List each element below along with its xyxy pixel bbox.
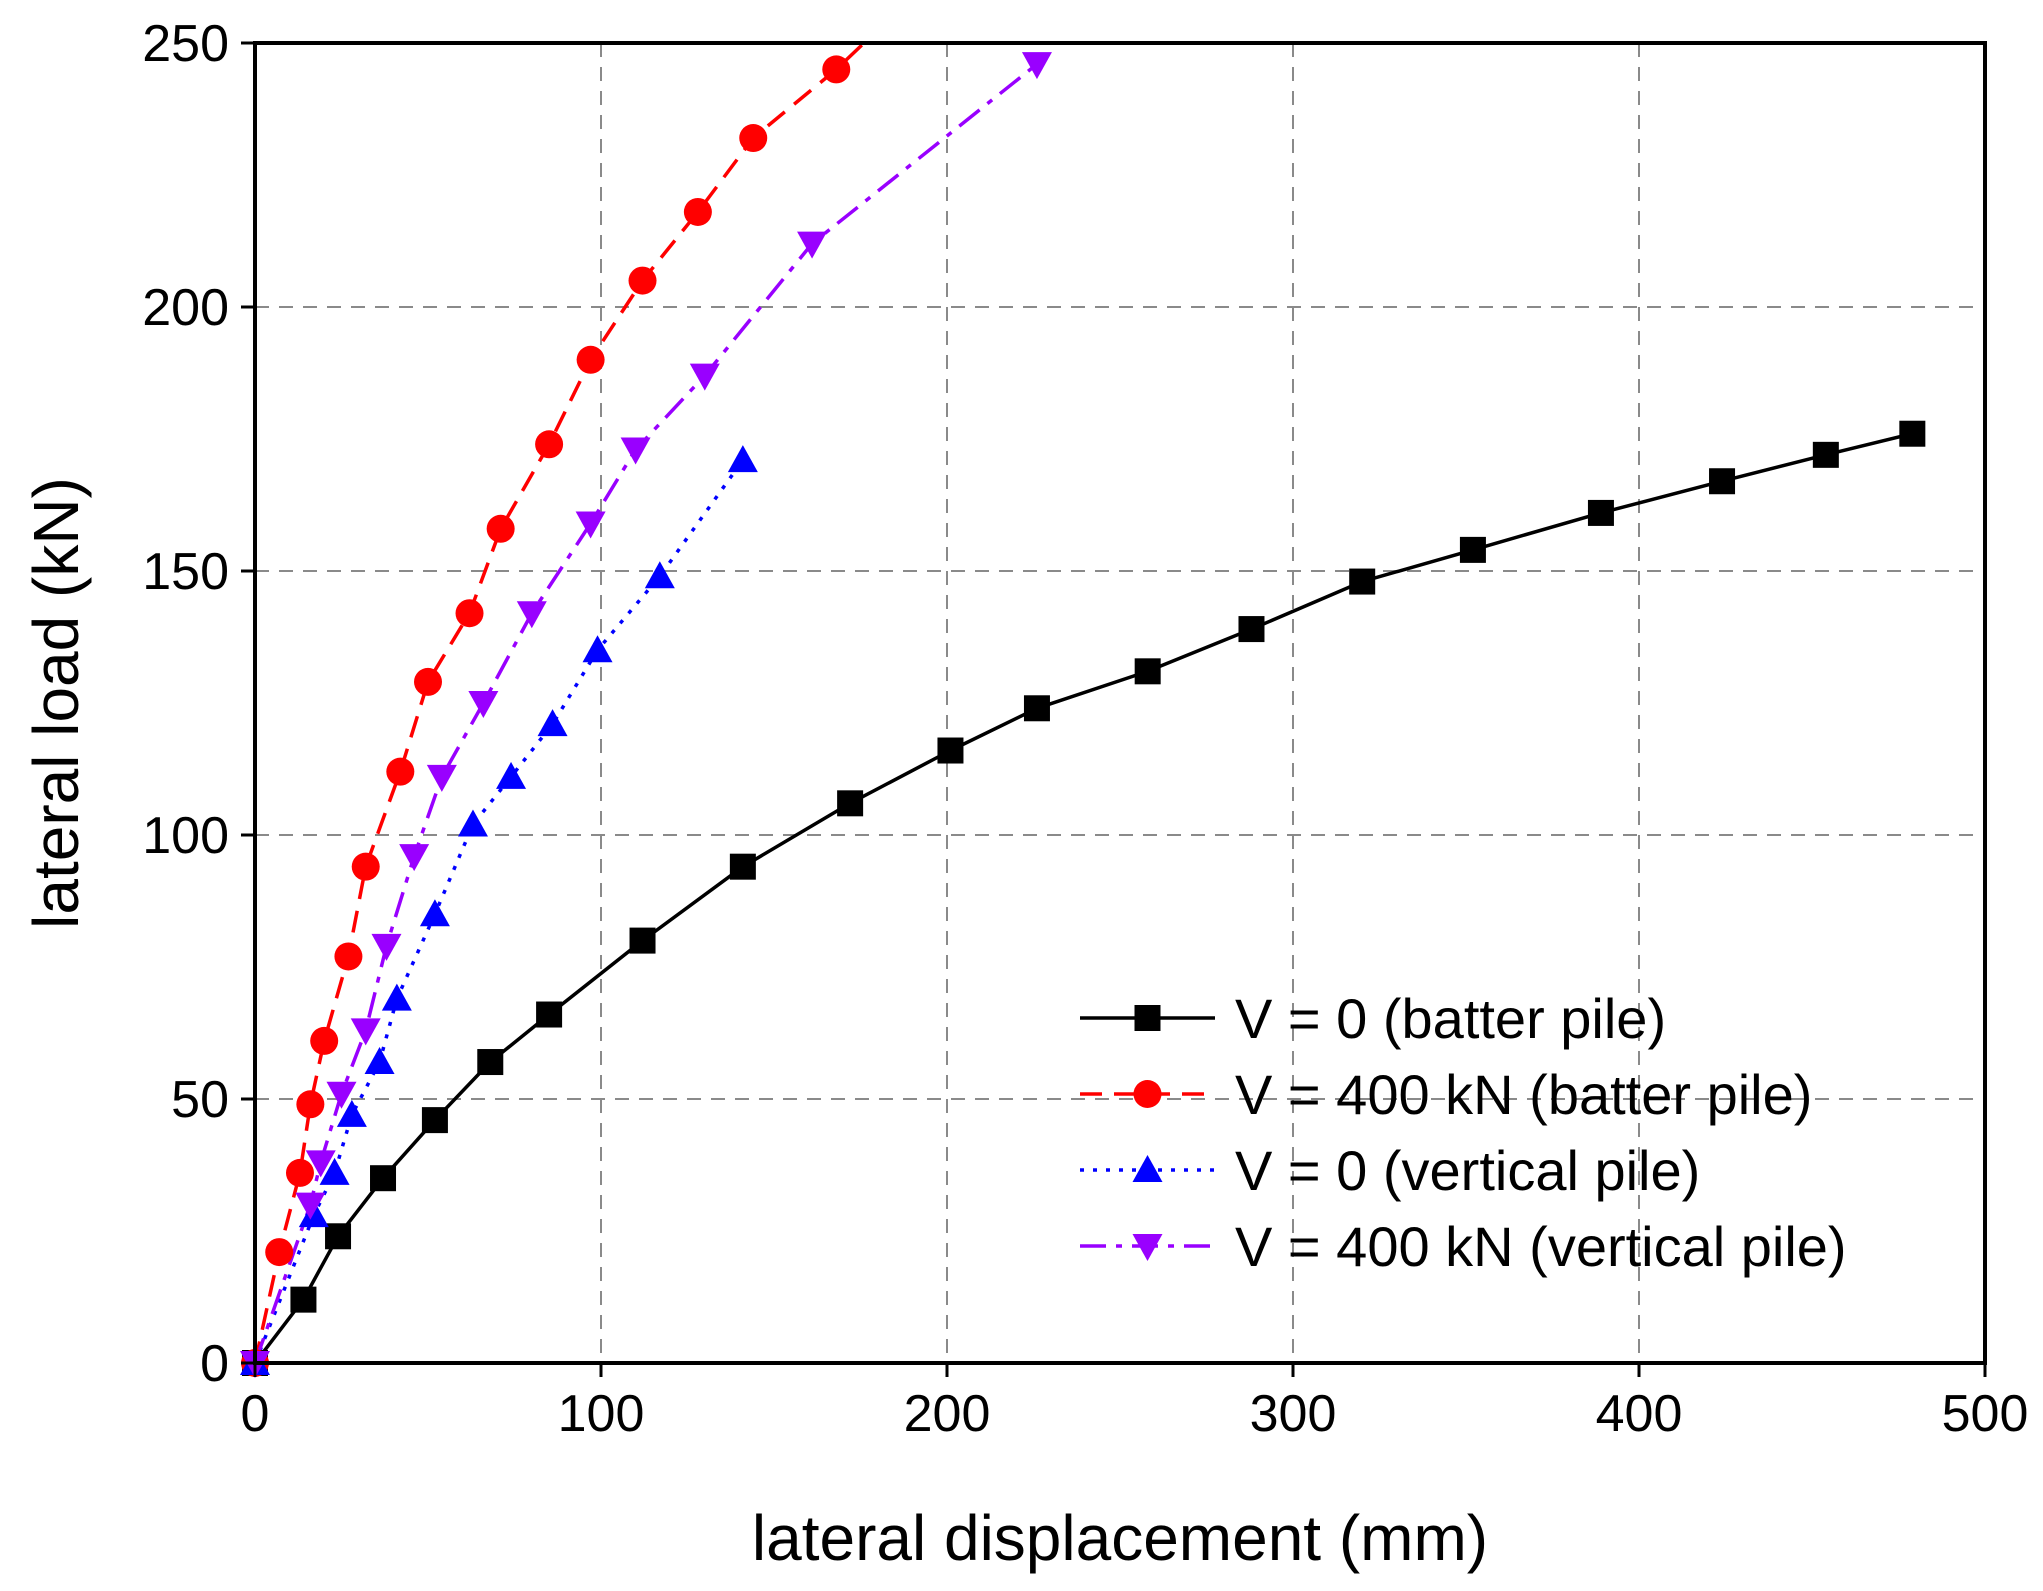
data-point-series-1 [1023, 695, 1050, 722]
data-point-series-2 [351, 852, 380, 881]
data-point-series-2 [455, 599, 484, 628]
data-point-series-2 [285, 1158, 314, 1187]
data-point-series-1 [1238, 616, 1265, 643]
data-point-series-1 [629, 927, 656, 954]
data-point-series-3 [319, 1157, 350, 1185]
data-point-series-4 [305, 1150, 336, 1178]
data-point-series-2 [265, 1238, 294, 1267]
y-tick-label: 50 [171, 1071, 229, 1129]
gridlines [255, 43, 1985, 1363]
y-axis-title: lateral load (kN) [20, 477, 92, 929]
data-point-series-1 [1134, 658, 1161, 685]
legend-label-2: V = 400 kN (batter pile) [1235, 1063, 1812, 1126]
legend-marker-1 [1134, 1005, 1161, 1031]
data-point-series-3 [727, 445, 758, 473]
data-point-series-3 [364, 1047, 395, 1075]
plot-frame [253, 41, 1987, 1365]
x-tick-label: 100 [558, 1385, 645, 1443]
data-point-series-4 [426, 764, 457, 792]
data-point-series-2 [683, 197, 712, 226]
y-axis-ticks: 0 50 100 150 200 250 [142, 15, 255, 1393]
data-point-series-3 [496, 761, 527, 789]
legend-marker-2 [1133, 1080, 1162, 1108]
data-point-series-1 [1349, 568, 1376, 595]
data-point-series-4 [371, 933, 402, 961]
data-point-series-2 [486, 514, 515, 543]
data-point-series-4 [620, 437, 651, 465]
x-tick-label: 500 [1942, 1385, 2029, 1443]
data-point-series-3 [419, 899, 450, 927]
data-point-series-3 [336, 1099, 367, 1127]
data-point-series-2 [310, 1026, 339, 1055]
data-point-series-1 [325, 1223, 352, 1250]
data-point-series-1 [290, 1286, 317, 1313]
data-point-series-3 [644, 561, 675, 589]
data-point-series-2 [822, 55, 851, 84]
data-point-series-3 [537, 709, 568, 737]
data-point-series-2 [739, 124, 768, 153]
x-tick-label: 200 [904, 1385, 991, 1443]
series-markers [240, 52, 1926, 1378]
legend-label-4: V = 400 kN (vertical pile) [1235, 1215, 1847, 1278]
x-tick-label: 0 [241, 1385, 270, 1443]
data-point-series-1 [837, 790, 864, 817]
data-point-series-1 [1899, 420, 1926, 447]
data-point-series-1 [370, 1165, 397, 1192]
x-axis-title: lateral displacement (mm) [752, 1502, 1488, 1574]
data-point-series-4 [516, 601, 547, 629]
legend-label-1: V = 0 (batter pile) [1235, 987, 1666, 1050]
y-tick-label: 200 [142, 279, 229, 337]
data-point-series-2 [414, 667, 442, 696]
data-point-series-2 [628, 266, 657, 295]
data-point-series-3 [457, 809, 488, 837]
data-point-series-2 [386, 757, 415, 786]
data-point-series-3 [582, 635, 613, 663]
data-point-series-1 [1587, 499, 1614, 526]
y-tick-label: 150 [142, 543, 229, 601]
data-point-series-1 [937, 737, 964, 764]
legend: V = 0 (batter pile) V = 400 kN (batter pi… [1080, 987, 1847, 1278]
legend-marker-3 [1132, 1155, 1163, 1182]
data-point-series-1 [536, 1001, 563, 1028]
data-point-series-1 [1812, 441, 1839, 468]
data-point-series-4 [326, 1081, 357, 1109]
data-point-series-1 [1459, 536, 1486, 563]
data-point-series-4 [797, 231, 828, 259]
legend-marker-4 [1132, 1234, 1163, 1261]
data-point-series-4 [689, 363, 720, 391]
data-point-series-2 [576, 345, 605, 374]
legend-label-3: V = 0 (vertical pile) [1235, 1139, 1700, 1202]
data-point-series-2 [334, 942, 363, 971]
data-point-series-1 [421, 1107, 448, 1134]
x-tick-label: 300 [1250, 1385, 1337, 1443]
data-point-series-3 [381, 983, 412, 1011]
data-point-series-2 [535, 430, 564, 459]
data-point-series-3 [298, 1200, 329, 1228]
y-tick-label: 250 [142, 15, 229, 73]
series-line-4 [255, 62, 1039, 1363]
data-point-series-4 [468, 691, 499, 718]
y-tick-label: 100 [142, 807, 229, 865]
data-point-series-1 [477, 1049, 504, 1076]
x-axis-ticks: 0 100 200 300 400 500 [241, 1363, 2029, 1443]
series-line-2 [255, 43, 866, 1363]
data-point-series-4 [399, 844, 430, 872]
data-point-series-1 [1709, 468, 1736, 495]
data-point-series-2 [296, 1090, 325, 1119]
data-point-series-4 [575, 511, 606, 539]
data-point-series-4 [295, 1192, 326, 1220]
data-point-series-1 [729, 853, 756, 880]
data-point-series-4 [350, 1018, 381, 1046]
y-tick-label: 0 [200, 1335, 229, 1393]
x-tick-label: 400 [1596, 1385, 1683, 1443]
data-point-series-4 [1021, 52, 1052, 80]
